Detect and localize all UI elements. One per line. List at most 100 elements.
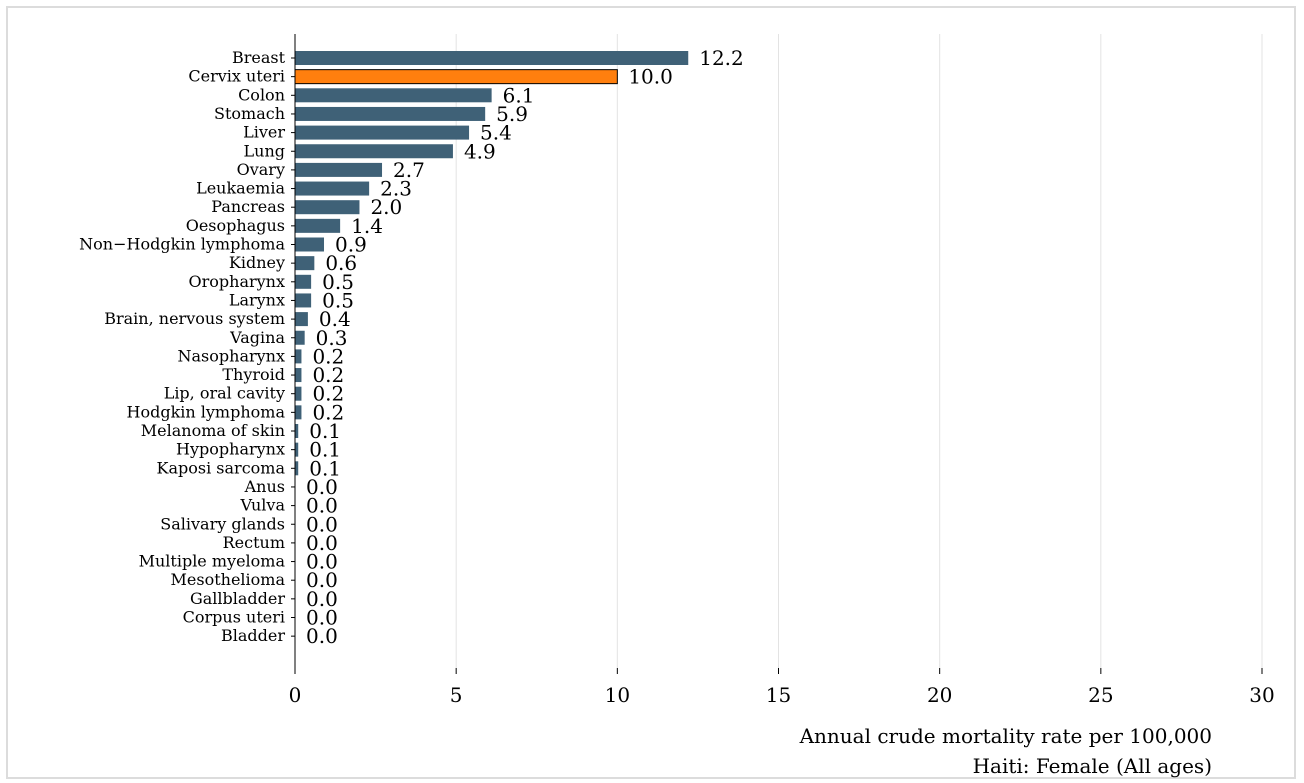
x-axis-label: Annual crude mortality rate per 100,000: [799, 724, 1212, 748]
category-label: Rectum: [223, 533, 285, 552]
category-label: Breast: [232, 48, 286, 67]
category-label: Gallbladder: [190, 589, 285, 608]
bar: [295, 424, 299, 438]
bar: [295, 386, 302, 401]
bar: [295, 144, 453, 159]
category-label: Colon: [238, 85, 285, 104]
bar: [295, 405, 302, 420]
value-label: 0.0: [306, 568, 338, 592]
category-label: Pancreas: [211, 197, 285, 216]
value-label: 2.3: [380, 177, 412, 201]
value-label: 0.4: [319, 307, 351, 331]
category-label: Lung: [244, 141, 285, 160]
bar: [295, 162, 383, 177]
category-label: Oropharynx: [189, 272, 286, 291]
category-label: Larynx: [229, 290, 285, 309]
bar: [295, 442, 299, 457]
value-label: 4.9: [464, 139, 496, 163]
bar: [295, 200, 360, 215]
category-label: Non−Hodgkin lymphoma: [79, 235, 285, 254]
category-label: Melanoma of skin: [141, 421, 285, 440]
value-label: 1.4: [351, 214, 383, 238]
bar: [295, 51, 689, 65]
bar: [295, 218, 341, 233]
bar: [295, 125, 470, 140]
bars: [294, 51, 689, 476]
bar: [295, 274, 312, 289]
category-label: Multiple myeloma: [139, 552, 286, 571]
chart-subtitle: Haiti: Female (All ages): [972, 754, 1212, 778]
value-label: 0.0: [306, 512, 338, 536]
value-label: 0.0: [306, 550, 338, 574]
bar: [295, 349, 302, 364]
value-label: 10.0: [628, 65, 673, 89]
x-tick-label: 0: [289, 683, 302, 707]
bar: [295, 106, 486, 121]
value-label: 2.0: [370, 195, 402, 219]
bar: [295, 368, 302, 383]
value-label: 0.2: [312, 400, 344, 424]
category-label: Kaposi sarcoma: [157, 458, 286, 477]
value-label: 0.1: [309, 419, 341, 443]
x-tick-label: 20: [927, 683, 952, 707]
bar: [295, 88, 492, 103]
value-label: 0.5: [322, 288, 354, 312]
category-label: Mesothelioma: [171, 570, 286, 589]
category-label: Hypopharynx: [176, 440, 285, 459]
x-tick-label: 25: [1088, 683, 1113, 707]
value-label: 0.0: [306, 531, 338, 555]
chart-frame: Breast Cervix uteri Colon Stomach Liver Lung O…: [6, 6, 1296, 779]
x-ticks: 0 5 10 15 20 25 30: [289, 668, 1275, 707]
bar: [295, 237, 325, 252]
category-label: Salivary glands: [160, 514, 285, 533]
category-label: Leukaemia: [196, 179, 285, 198]
value-label: 0.0: [306, 587, 338, 611]
value-label: 0.9: [335, 233, 367, 257]
category-label: Thyroid: [222, 365, 285, 384]
value-label: 6.1: [503, 83, 535, 107]
category-label: Hodgkin lymphoma: [127, 402, 286, 421]
x-tick-label: 15: [766, 683, 791, 707]
category-label: Cervix uteri: [188, 67, 285, 86]
value-label: 0.5: [322, 270, 354, 294]
value-label: 0.2: [312, 363, 344, 387]
value-label: 0.1: [309, 438, 341, 462]
bar: [295, 330, 305, 345]
value-label: 0.2: [312, 344, 344, 368]
value-label: 5.9: [496, 102, 528, 126]
value-label: 5.4: [480, 121, 512, 145]
bar: [295, 256, 315, 271]
bar: [295, 312, 308, 327]
category-label: Vulva: [239, 496, 285, 515]
value-label: 0.0: [306, 624, 338, 648]
bar: [295, 293, 312, 308]
category-label: Stomach: [214, 104, 285, 123]
category-label: Anus: [244, 477, 285, 496]
category-label: Nasopharynx: [178, 346, 285, 365]
x-tick-label: 30: [1249, 683, 1274, 707]
value-label: 0.6: [325, 251, 357, 275]
category-label: Liver: [243, 123, 285, 142]
bar: [295, 181, 370, 196]
category-label: Corpus uteri: [183, 608, 285, 627]
value-label: 0.3: [316, 326, 348, 350]
category-label: Kidney: [229, 253, 285, 272]
bar: [295, 461, 299, 476]
x-tick-label: 10: [605, 683, 630, 707]
category-label: Bladder: [221, 626, 285, 645]
value-label: 12.2: [699, 46, 744, 70]
category-label: Brain, nervous system: [104, 309, 285, 328]
value-label: 0.2: [312, 382, 344, 406]
bar: [294, 69, 618, 85]
category-label: Vagina: [229, 328, 285, 347]
category-label: Ovary: [237, 160, 285, 179]
value-label: 0.1: [309, 456, 341, 480]
value-label: 0.0: [306, 494, 338, 518]
category-label: Lip, oral cavity: [164, 384, 285, 403]
value-label: 2.7: [393, 158, 425, 182]
value-label: 0.0: [306, 606, 338, 630]
value-labels: 12.210.06.15.95.44.92.72.32.01.40.90.60.…: [306, 46, 744, 648]
axes: [291, 34, 296, 668]
